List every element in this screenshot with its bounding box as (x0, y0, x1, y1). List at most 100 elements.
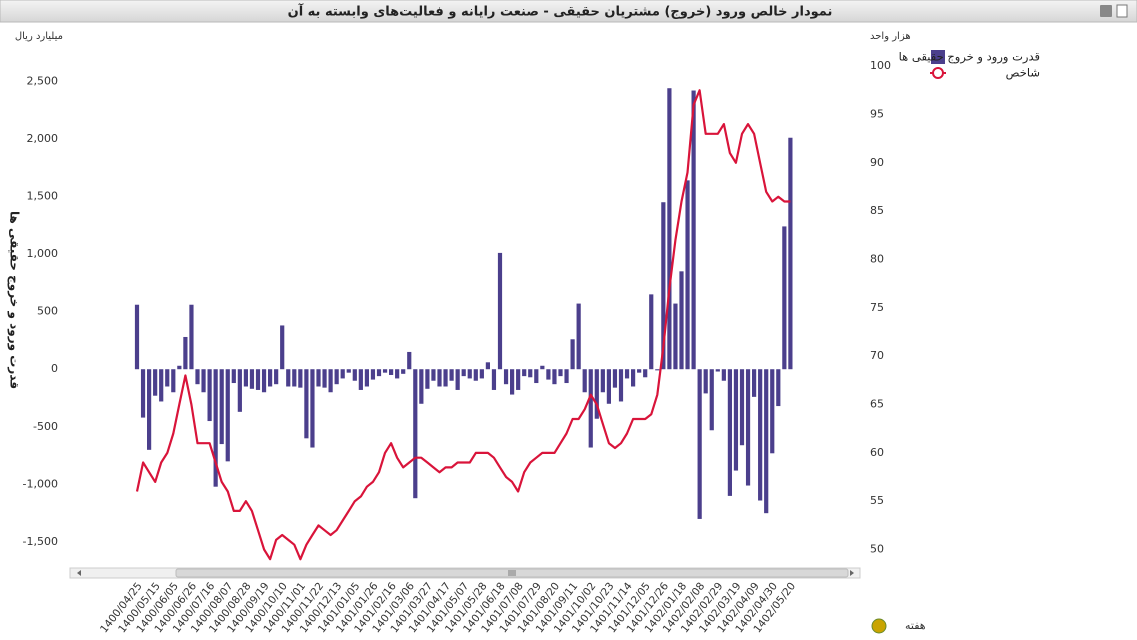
bar (788, 137, 793, 370)
bar (159, 369, 164, 402)
bar (316, 369, 321, 387)
bar (334, 369, 339, 385)
bar (552, 369, 557, 385)
bar (153, 369, 158, 396)
toolbar-icons[interactable] (1100, 4, 1128, 18)
bar (249, 369, 255, 389)
bar (189, 304, 194, 370)
bar (364, 369, 369, 387)
bar (395, 369, 400, 379)
bar (516, 369, 521, 390)
bar (667, 88, 672, 370)
y2-tick-label: 90 (870, 156, 884, 169)
bar (443, 369, 448, 387)
bar (322, 369, 327, 388)
bar (231, 369, 236, 384)
bar (407, 351, 412, 370)
y-tick-label: -1,500 (23, 535, 58, 548)
bar (558, 369, 563, 377)
y-tick-label: 2,000 (27, 132, 59, 145)
y-tick-label: 1,000 (27, 247, 59, 260)
bar (691, 90, 696, 370)
bar (207, 369, 212, 422)
bar (473, 369, 478, 381)
y2-tick-label: 85 (870, 204, 884, 217)
x-axis-label: هفته (905, 619, 926, 632)
bar (370, 369, 376, 380)
bar (413, 369, 418, 499)
bar (715, 369, 720, 372)
y-tick-label: 0 (51, 362, 58, 375)
bar (612, 369, 618, 388)
bar (340, 369, 345, 379)
y2-tick-label: 95 (870, 107, 884, 120)
bar (382, 369, 388, 373)
bar (606, 369, 611, 404)
bar (661, 202, 666, 370)
bar (134, 304, 140, 370)
refresh-icon[interactable] (871, 618, 887, 634)
y-tick-label: 1,500 (27, 189, 59, 202)
title-bar (0, 0, 1137, 23)
bar (425, 369, 430, 389)
bar (649, 294, 654, 370)
y2-unit: هزار واحد (870, 31, 911, 42)
bar (243, 369, 248, 387)
bar (237, 369, 242, 412)
bar (485, 362, 490, 370)
bar (419, 369, 424, 404)
y2-tick-label: 100 (870, 59, 891, 72)
bar (455, 369, 460, 390)
bar (376, 369, 382, 377)
bar (491, 369, 497, 390)
bar (147, 369, 152, 450)
bar (467, 369, 472, 379)
y2-tick-label: 55 (870, 494, 884, 507)
bar (225, 369, 230, 462)
bar (389, 369, 394, 375)
bar (643, 369, 648, 378)
scroll-right[interactable] (850, 570, 854, 576)
bar (292, 369, 297, 387)
bar (673, 303, 678, 370)
bar (776, 369, 781, 407)
scrollbar[interactable] (69, 567, 861, 579)
bar (255, 369, 261, 390)
bar (624, 369, 630, 379)
scroll-grip (508, 570, 516, 576)
bar (261, 369, 267, 393)
bar (304, 369, 309, 439)
export-icon[interactable] (1116, 4, 1128, 18)
bar (437, 369, 442, 387)
print-icon[interactable] (1100, 5, 1112, 17)
y-unit: میلیارد ریال (15, 31, 63, 42)
bar (213, 369, 218, 487)
bar (637, 369, 642, 373)
scroll-left[interactable] (77, 570, 81, 576)
bar (582, 369, 587, 393)
bar (401, 369, 406, 374)
bar (358, 369, 363, 390)
bar (546, 369, 551, 380)
y2-tick-label: 65 (870, 398, 884, 411)
y2-tick-label: 60 (870, 446, 884, 459)
line (135, 89, 791, 561)
bar (709, 369, 714, 431)
bar (540, 365, 545, 370)
bar (752, 369, 757, 397)
bar (201, 369, 206, 393)
y-tick-label: -500 (33, 420, 58, 433)
bar (570, 339, 575, 370)
bar (268, 369, 273, 387)
bar (165, 369, 170, 387)
bar (655, 369, 660, 371)
bar (183, 336, 188, 370)
bar (195, 369, 200, 385)
chart-title: نمودار خالص ورود (خروج) مشتریان حقیقی - … (288, 3, 833, 20)
bar (739, 369, 745, 446)
bar (274, 369, 279, 385)
legend-label: قدرت ورود و خروج حقیقی ها (899, 50, 1040, 65)
legend-swatch (931, 50, 945, 64)
